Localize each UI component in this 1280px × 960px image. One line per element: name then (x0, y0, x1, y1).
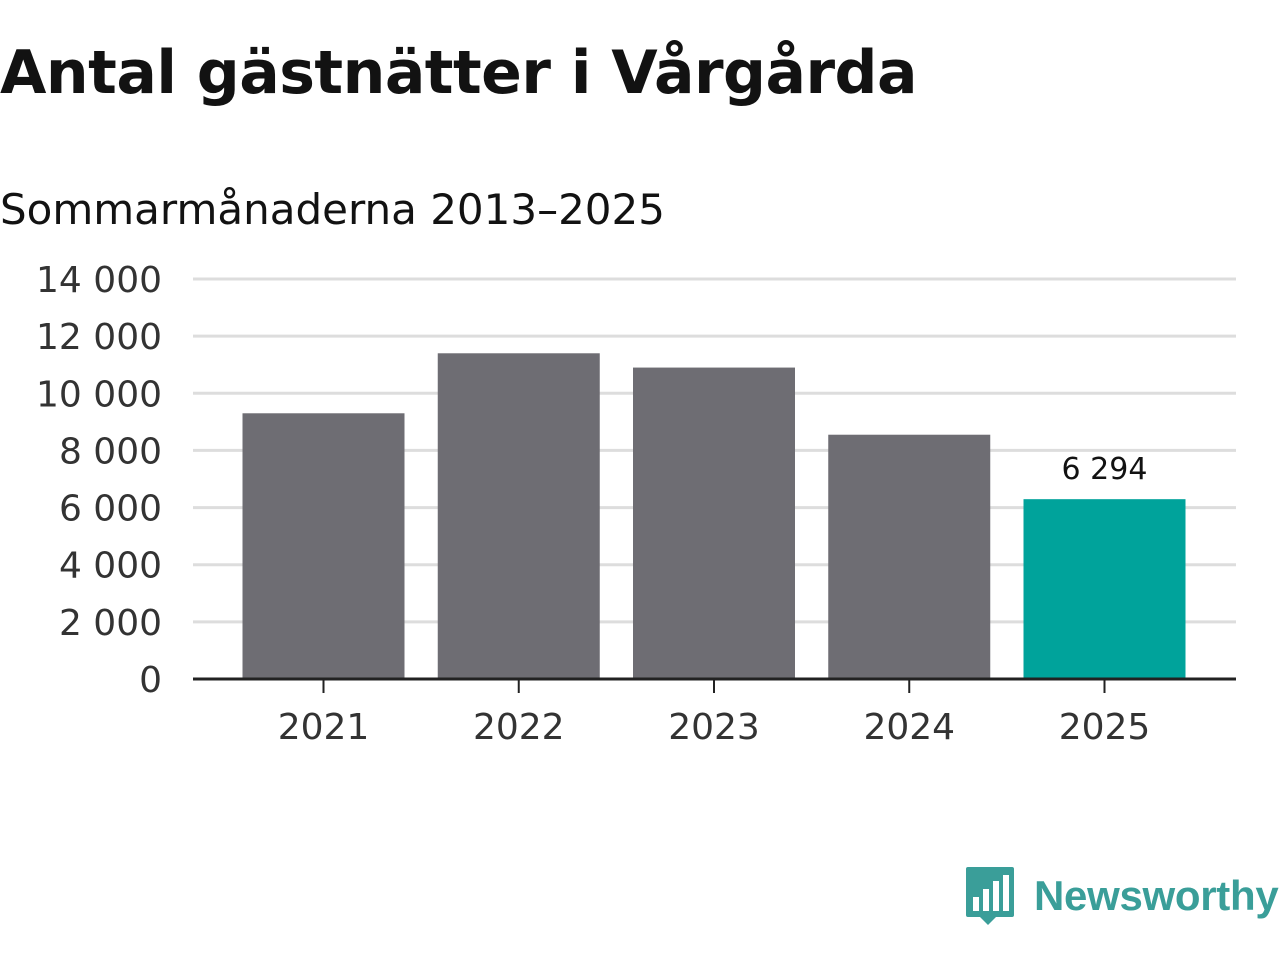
bar-2021 (242, 413, 405, 679)
y-tick-label: 8 000 (59, 431, 162, 472)
bar-chart-speech-bubble-icon (966, 867, 1014, 925)
brand-name: Newsworthy (1034, 872, 1279, 919)
data-label: 6 294 (1062, 452, 1148, 487)
bar-2023 (633, 367, 795, 679)
x-tick-label: 2024 (863, 707, 955, 748)
data-labels: 6 294 (1062, 452, 1148, 487)
bars (242, 353, 1186, 679)
y-axis-tick-labels: 0 2 000 4 000 6 000 8 000 10 000 12 000 14 000 (36, 260, 162, 701)
y-tick-label: 14 000 (36, 260, 162, 301)
chart-title: Antal gästnätter i Vårgårda (0, 38, 918, 108)
x-tick-label: 2021 (278, 707, 370, 748)
bar-2022 (437, 353, 600, 679)
x-axis: 2021 2022 2023 2024 2025 (193, 677, 1236, 748)
brand-logo: Newsworthy (964, 864, 1279, 928)
y-tick-label: 12 000 (36, 317, 162, 358)
y-tick-label: 10 000 (36, 374, 162, 415)
bar-2025 (1023, 499, 1186, 679)
y-tick-label: 6 000 (59, 489, 162, 530)
y-tick-label: 0 (139, 660, 162, 701)
x-tick-label: 2025 (1059, 707, 1151, 748)
x-tick-label: 2023 (668, 707, 760, 748)
x-tick-label: 2022 (473, 707, 565, 748)
chart-subtitle: Sommarmånaderna 2013–2025 (0, 185, 665, 234)
bar-2024 (828, 434, 991, 679)
y-tick-label: 2 000 (59, 603, 162, 644)
y-tick-label: 4 000 (59, 546, 162, 587)
